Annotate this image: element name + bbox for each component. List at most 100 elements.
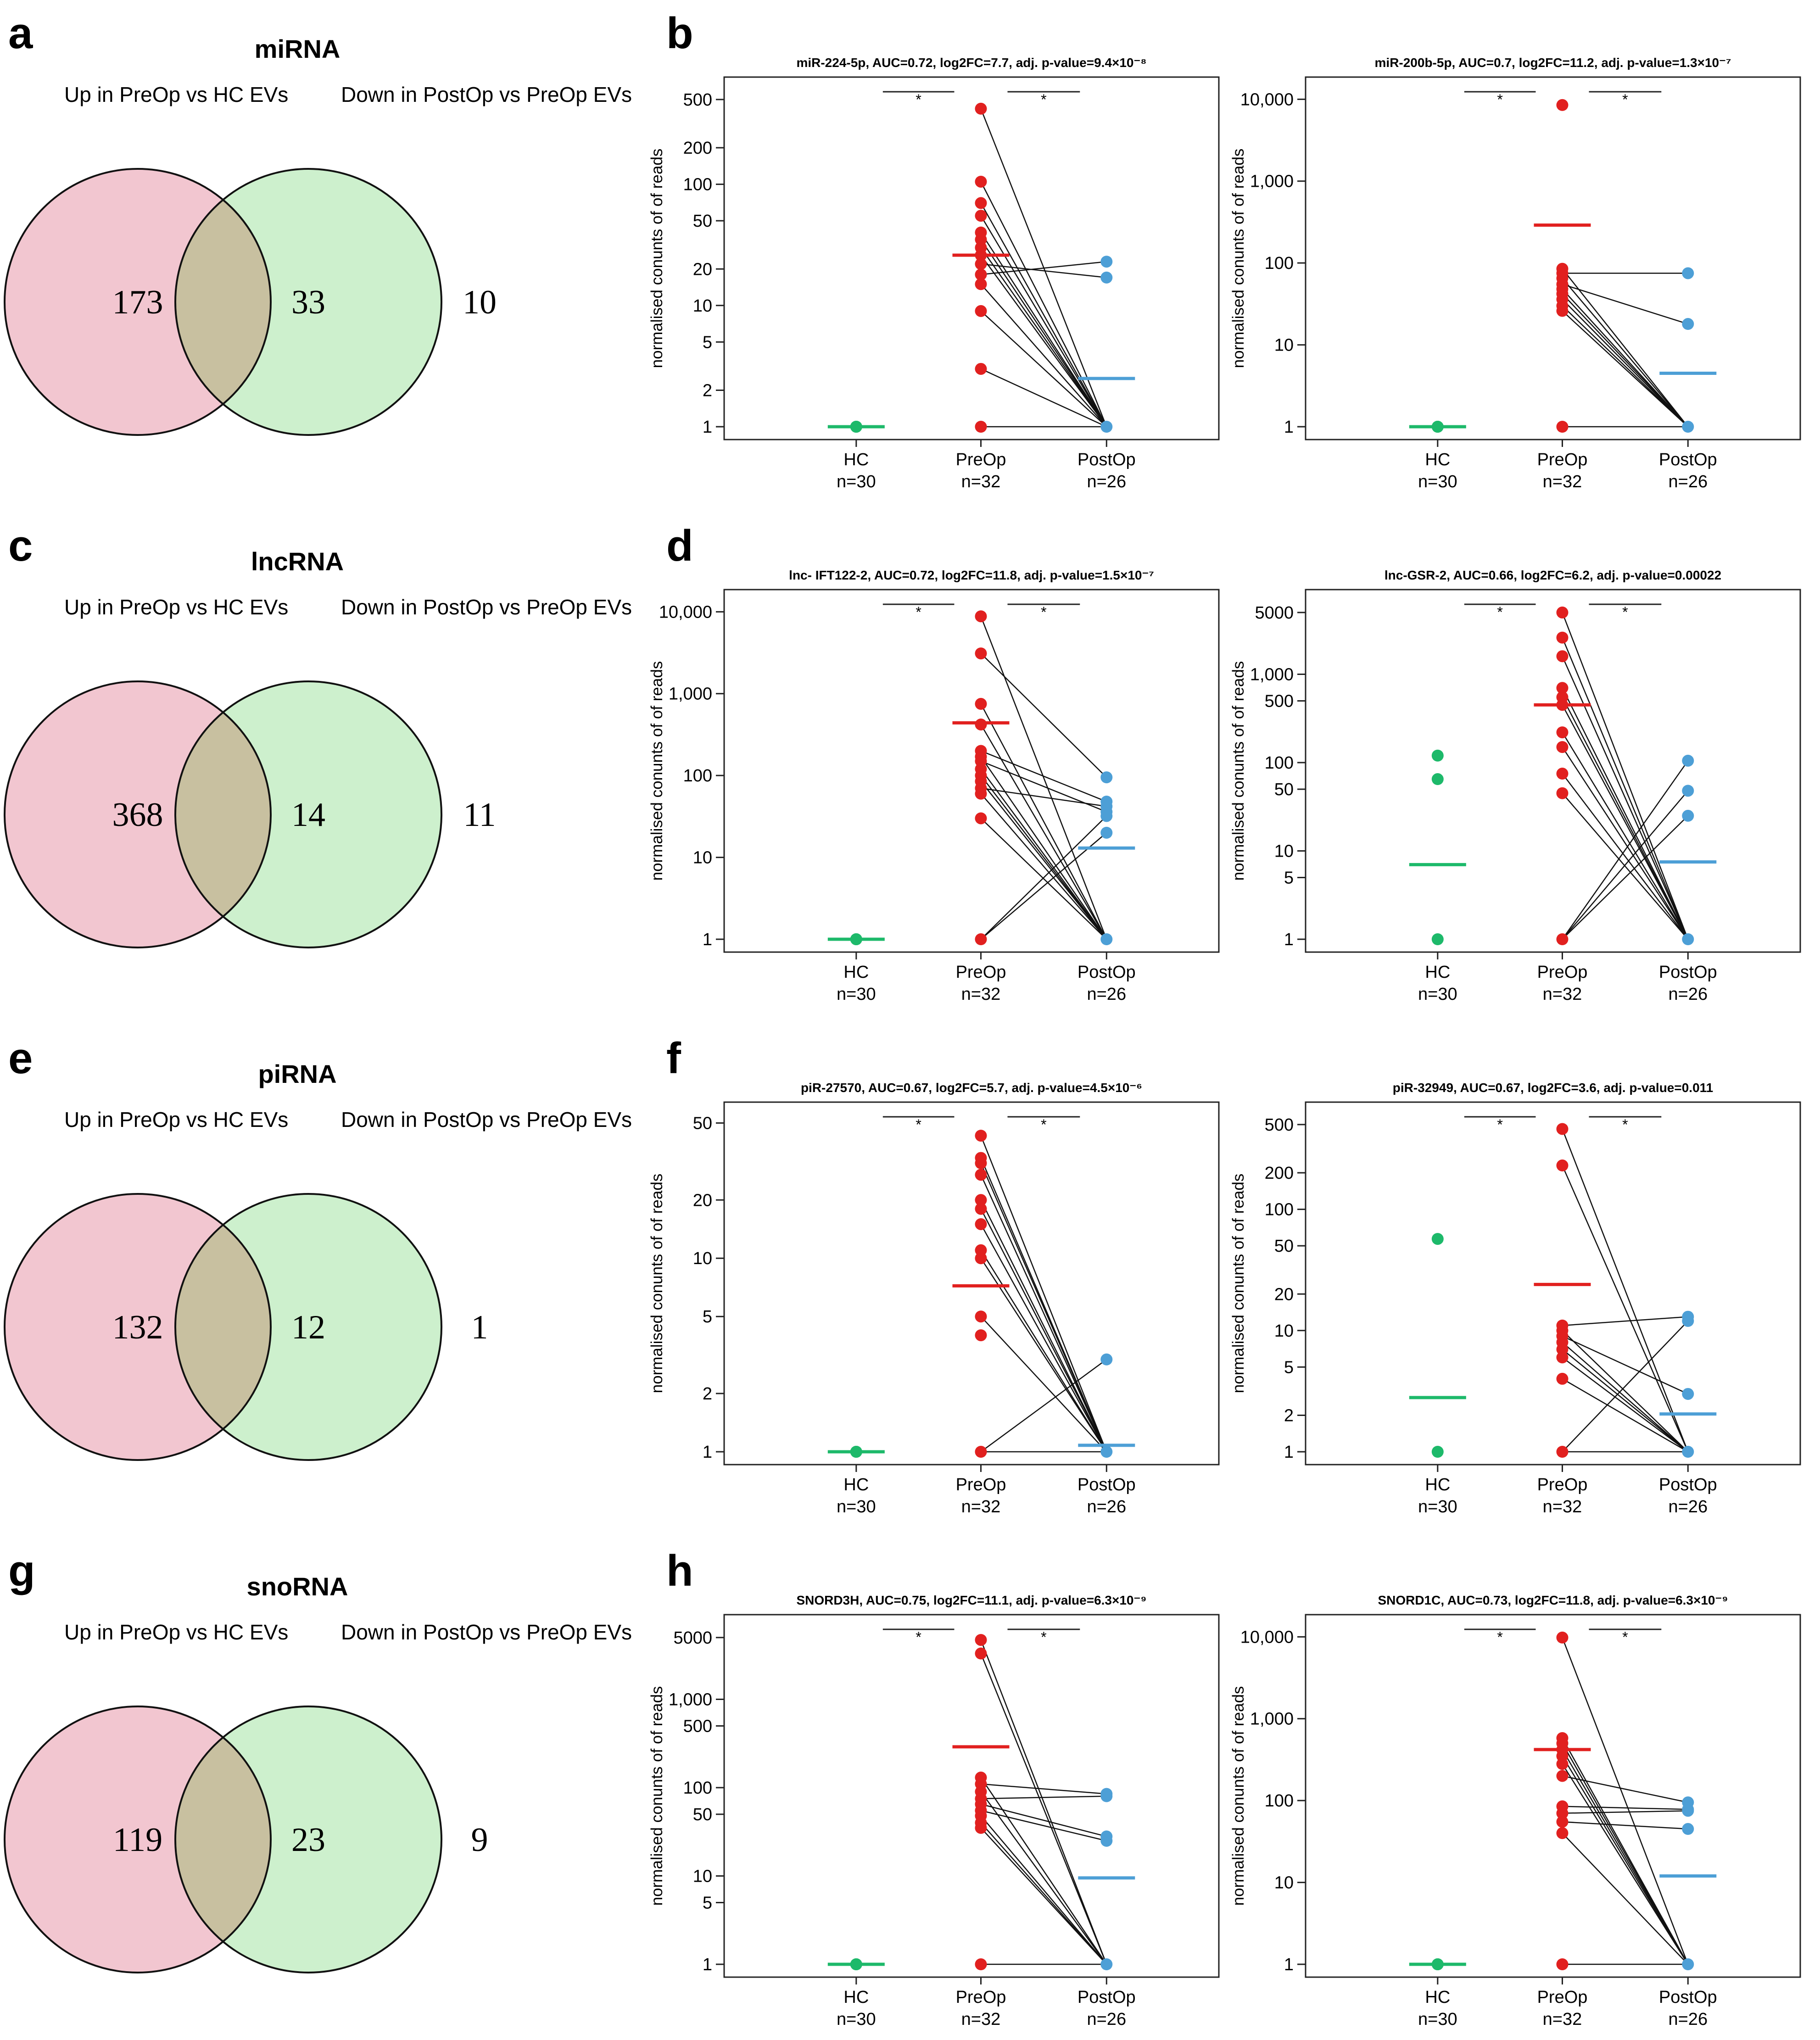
preop-point: [1556, 99, 1569, 111]
y-tick-label: 1: [1284, 1443, 1294, 1462]
significance-mark: *: [1497, 604, 1502, 620]
venn-panel-g: g snoRNA Up in PreOp vs HC EVs Down in Post…: [4, 1546, 632, 1973]
preop-point: [975, 210, 987, 222]
x-n-label: n=32: [1543, 985, 1582, 1004]
x-category-label: PreOp: [956, 963, 1006, 982]
preop-point: [975, 175, 987, 188]
y-tick-label: 5: [1284, 868, 1294, 887]
preop-point: [975, 102, 987, 115]
pair-line: [980, 310, 1107, 427]
venn-left-count: 173: [112, 284, 163, 321]
y-tick-label: 50: [1274, 780, 1294, 799]
y-tick-label: 100: [1265, 753, 1294, 773]
significance-mark: *: [1041, 1629, 1046, 1645]
venn-right-label: Down in PostOp vs PreOp EVs: [341, 1108, 632, 1131]
preop-point: [1556, 421, 1569, 433]
pair-line: [1562, 687, 1689, 940]
x-category-label: PreOp: [956, 450, 1006, 469]
preop-point: [975, 718, 987, 730]
preop-point: [975, 1218, 987, 1230]
x-n-label: n=32: [1543, 2010, 1582, 2029]
y-tick-label: 10: [1274, 336, 1294, 355]
y-tick-label: 1: [1284, 1955, 1294, 1974]
pair-line: [980, 1653, 1107, 1965]
plot-title: SNORD3H, AUC=0.75, log2FC=11.1, adj. p-v…: [796, 1593, 1146, 1607]
pair-line: [1562, 1806, 1688, 1810]
plot-frame: [723, 589, 1220, 953]
dot-plot-6: piR-32949, AUC=0.67, log2FC=3.6, adj. p-…: [1229, 1081, 1801, 1516]
pair-line: [1562, 310, 1689, 427]
x-n-label: n=30: [1418, 1497, 1457, 1516]
x-category-label: PostOp: [1659, 450, 1717, 469]
pair-line: [980, 255, 1107, 427]
postop-point: [1682, 1446, 1694, 1458]
pair-line: [980, 1822, 1107, 1965]
postop-point: [1682, 1805, 1694, 1817]
preop-point: [1556, 1807, 1569, 1819]
venn-right-label: Down in PostOp vs PreOp EVs: [341, 1620, 632, 1644]
pair-line: [980, 724, 1107, 940]
venn-diagrams: a miRNA Up in PreOp vs HC EVs Down in PostO…: [4, 9, 632, 1973]
preop-point: [1556, 1159, 1569, 1172]
pair-line: [980, 181, 1107, 427]
hc-point: [1431, 421, 1444, 433]
pair-line: [1562, 1763, 1689, 1965]
venn-overlap-count: 12: [291, 1309, 325, 1346]
x-category-label: PreOp: [956, 1988, 1006, 2007]
y-tick-label: 10: [1274, 842, 1294, 861]
pair-line: [1562, 1316, 1688, 1327]
y-tick-label: 1,000: [1250, 1710, 1294, 1729]
plot-frame: [723, 76, 1220, 440]
y-tick-label: 10: [693, 1249, 712, 1268]
pair-line: [980, 284, 1107, 427]
y-tick-label: 50: [693, 1805, 712, 1824]
y-tick-label: 5: [703, 1893, 712, 1912]
panel-letter: f: [666, 1034, 681, 1083]
x-category-label: HC: [843, 450, 869, 469]
preop-point: [975, 268, 987, 281]
postop-point: [1682, 754, 1694, 767]
y-tick-label: 1: [703, 1443, 712, 1462]
pair-line: [980, 215, 1107, 427]
x-category-label: PreOp: [956, 1475, 1006, 1494]
plot-title: piR-32949, AUC=0.67, log2FC=3.6, adj. p-…: [1393, 1081, 1714, 1095]
pair-line: [1562, 1321, 1689, 1452]
x-n-label: n=30: [837, 472, 876, 491]
significance-mark: *: [1622, 91, 1628, 108]
venn-left-label: Up in PreOp vs HC EVs: [64, 83, 288, 106]
x-n-label: n=26: [1668, 472, 1708, 491]
preop-point: [975, 249, 987, 262]
dot-plot-8: SNORD1C, AUC=0.73, log2FC=11.8, adj. p-v…: [1229, 1593, 1801, 2029]
x-category-label: HC: [1425, 1475, 1450, 1494]
postop-point: [1100, 933, 1113, 945]
x-category-label: PostOp: [1077, 1475, 1136, 1494]
pair-line: [980, 1250, 1107, 1452]
y-tick-label: 20: [1274, 1285, 1294, 1304]
significance-mark: *: [1622, 604, 1628, 620]
y-tick-label: 50: [1274, 1237, 1294, 1256]
panel-letter: a: [8, 9, 33, 58]
x-n-label: n=30: [1418, 985, 1457, 1004]
pair-line: [1562, 293, 1689, 427]
y-tick-label: 2: [1284, 1406, 1294, 1425]
pair-line: [980, 1163, 1107, 1452]
postop-point: [1682, 1823, 1694, 1835]
venn-right-label: Down in PostOp vs PreOp EVs: [341, 83, 632, 106]
hc-point: [1431, 1958, 1444, 1970]
postop-point: [1682, 1315, 1694, 1327]
x-category-label: PostOp: [1659, 1988, 1717, 2007]
postop-point: [1100, 1353, 1113, 1366]
pair-line: [980, 1639, 1107, 1965]
preop-point: [975, 1252, 987, 1265]
dot-plot-4: lnc-GSR-2, AUC=0.66, log2FC=6.2, adj. p-…: [1229, 568, 1801, 1004]
pair-line: [1562, 1349, 1689, 1452]
venn-panel-e: e piRNA Up in PreOp vs HC EVs Down in PostO…: [4, 1034, 632, 1461]
significance-mark: *: [1497, 1629, 1502, 1645]
x-category-label: PreOp: [1537, 1988, 1588, 2007]
venn-left-count: 132: [112, 1309, 163, 1346]
x-n-label: n=32: [961, 985, 1001, 1004]
x-n-label: n=32: [961, 1497, 1001, 1516]
preop-point: [975, 698, 987, 710]
preop-point: [975, 1822, 987, 1834]
